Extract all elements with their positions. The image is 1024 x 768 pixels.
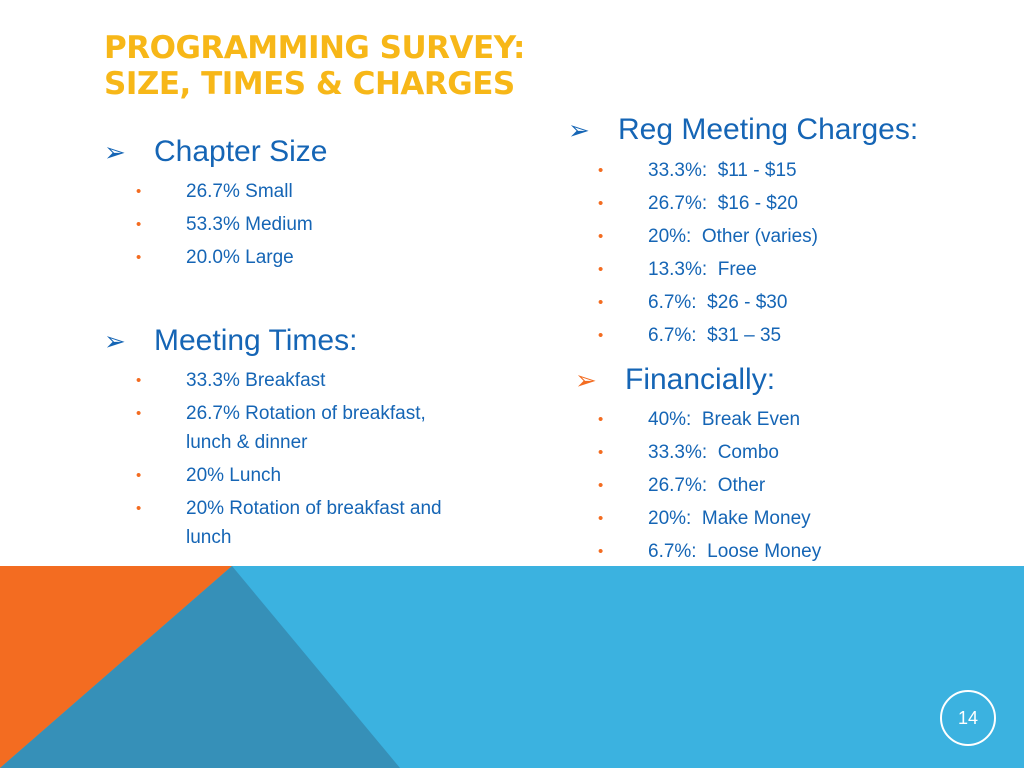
financially-heading: ➢ Financially: [575, 363, 776, 396]
list-item: • 6.7%: Loose Money [568, 537, 1015, 570]
financially-list: • 40%: Break Even • 33.3%: Combo • 26.7%: O… [568, 405, 1015, 570]
bullet-icon: • [598, 411, 604, 428]
list-item: • 40%: Break Even [568, 405, 1015, 438]
decorative-footer-band [0, 566, 1024, 768]
bullet-icon: • [136, 405, 142, 422]
list-item: • 53.3% Medium [104, 210, 484, 243]
arrow-bullet-icon: ➢ [104, 326, 126, 356]
meeting-times-heading: ➢ Meeting Times: [104, 324, 358, 357]
bullet-icon: • [598, 444, 604, 461]
arrow-bullet-icon: ➢ [575, 365, 597, 395]
list-item: • 20.0% Large [104, 243, 484, 276]
list-item: • 20%: Other (varies) [568, 222, 1008, 255]
meeting-times-list: • 33.3% Breakfast • 26.7% Rotation of brea… [104, 366, 484, 556]
slide-title-line-1: PROGRAMMING SURVEY: [104, 30, 525, 66]
bullet-icon: • [598, 477, 604, 494]
list-item: • 33.3%: $11 - $15 [568, 156, 1008, 189]
reg-meeting-charges-heading: ➢ Reg Meeting Charges: [568, 113, 919, 146]
list-item: • 26.7%: $16 - $20 [568, 189, 1008, 222]
bullet-icon: • [598, 294, 604, 311]
bullet-icon: • [136, 216, 142, 233]
bullet-icon: • [598, 543, 604, 560]
arrow-bullet-icon: ➢ [568, 115, 590, 145]
bullet-icon: • [598, 510, 604, 527]
bullet-icon: • [598, 162, 604, 179]
list-item: • 26.7% Small [104, 177, 484, 210]
list-item: • 13.3%: Free [568, 255, 1008, 288]
list-item: • 26.7% Rotation of breakfast, lunch & di… [104, 399, 484, 461]
bullet-icon: • [598, 228, 604, 245]
bullet-icon: • [136, 500, 142, 517]
bullet-icon: • [136, 249, 142, 266]
chapter-size-heading: ➢ Chapter Size [104, 135, 328, 168]
list-item: • 33.3%: Combo [568, 438, 1015, 471]
bullet-icon: • [136, 467, 142, 484]
bullet-icon: • [136, 372, 142, 389]
bullet-icon: • [598, 195, 604, 212]
list-item: • 6.7%: $31 – 35 [568, 321, 1008, 354]
list-item: • 20% Rotation of breakfast and lunch [104, 494, 484, 556]
slide-title: PROGRAMMING SURVEY: SIZE, TIMES & CHARGE… [104, 30, 525, 102]
page-number: 14 [940, 690, 996, 746]
chapter-size-section: ➢ Chapter Size • 26.7% Small • 53.3% Mediu… [104, 134, 484, 276]
bullet-icon: • [136, 183, 142, 200]
bullet-icon: • [598, 261, 604, 278]
bullet-icon: • [598, 327, 604, 344]
footer-dark-blue-triangle [0, 566, 400, 768]
list-item: • 20% Lunch [104, 461, 484, 494]
arrow-bullet-icon: ➢ [104, 137, 126, 167]
meeting-times-section: ➢ Meeting Times: • 33.3% Breakfast • 26.7%… [104, 323, 484, 556]
financially-section: ➢ Financially: • 40%: Break Even • 33.3%: … [575, 362, 1015, 570]
list-item: • 20%: Make Money [568, 504, 1015, 537]
slide-title-line-2: SIZE, TIMES & CHARGES [104, 66, 515, 102]
chapter-size-list: • 26.7% Small • 53.3% Medium • 20.0% Large [104, 177, 484, 276]
list-item: • 26.7%: Other [568, 471, 1015, 504]
reg-meeting-charges-section: ➢ Reg Meeting Charges: • 33.3%: $11 - $15… [568, 112, 1008, 354]
list-item: • 6.7%: $26 - $30 [568, 288, 1008, 321]
list-item: • 33.3% Breakfast [104, 366, 484, 399]
reg-meeting-charges-list: • 33.3%: $11 - $15 • 26.7%: $16 - $20 • 20%… [568, 156, 1008, 354]
